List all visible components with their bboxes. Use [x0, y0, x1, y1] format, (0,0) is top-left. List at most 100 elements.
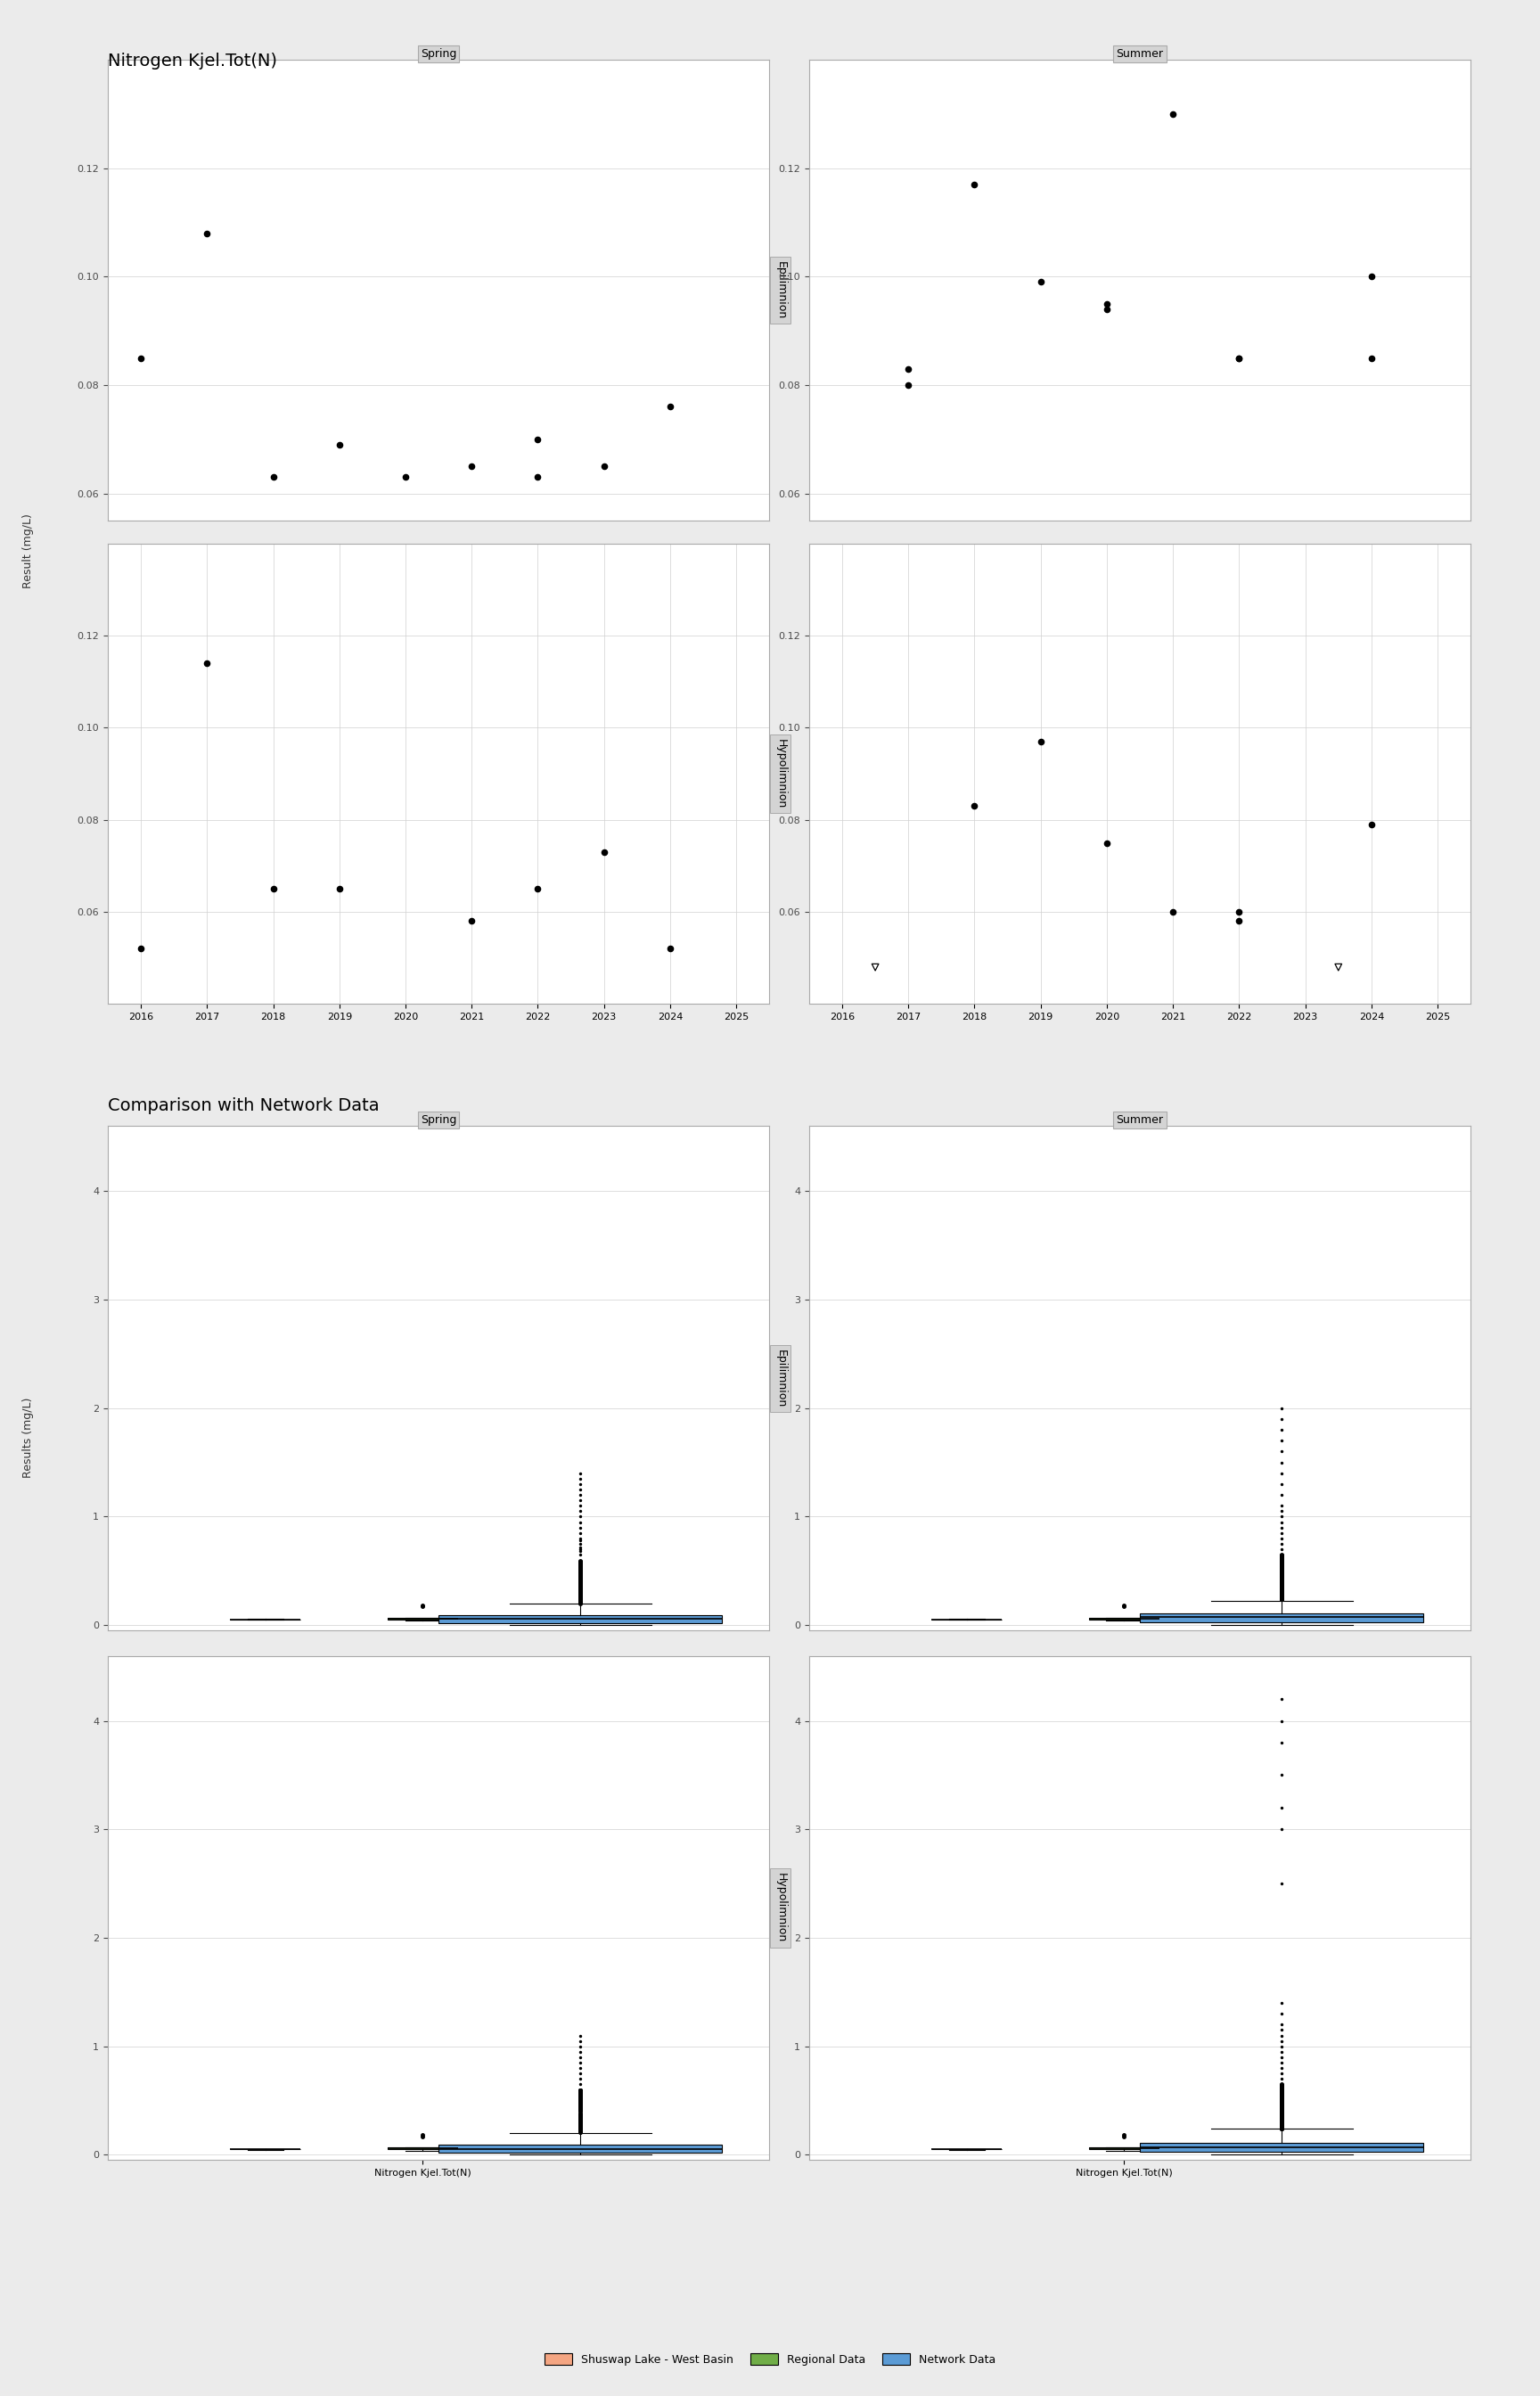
Point [1269, 1498, 1294, 1536]
Point [1269, 1486, 1294, 1524]
Text: Nitrogen Kjel.Tot(N): Nitrogen Kjel.Tot(N) [108, 53, 277, 69]
Point [1360, 256, 1384, 295]
Point [568, 1524, 593, 1562]
Point [568, 2049, 593, 2087]
Point [896, 350, 921, 388]
PathPatch shape [1140, 1613, 1423, 1622]
Point [568, 1459, 593, 1498]
Point [1029, 264, 1053, 302]
Point [1227, 894, 1252, 932]
Title: Summer: Summer [1116, 48, 1164, 60]
Point [568, 2027, 593, 2065]
Point [568, 2022, 593, 2061]
Title: Summer: Summer [1116, 1114, 1164, 1126]
Point [1269, 2017, 1294, 2056]
Point [260, 458, 285, 496]
Point [1269, 1464, 1294, 1502]
Point [1269, 1442, 1294, 1481]
Point [1269, 1476, 1294, 1514]
Point [1227, 901, 1252, 939]
Point [1269, 1390, 1294, 1428]
Point [862, 949, 887, 987]
Point [568, 1536, 593, 1574]
Point [1269, 1399, 1294, 1438]
Point [1227, 338, 1252, 376]
Title: Spring: Spring [420, 48, 456, 60]
Point [591, 834, 616, 872]
Text: Comparison with Network Data: Comparison with Network Data [108, 1097, 379, 1114]
Point [1269, 1524, 1294, 1562]
Point [1269, 2053, 1294, 2092]
Point [459, 448, 484, 486]
Title: Spring: Spring [420, 1114, 456, 1126]
Point [896, 367, 921, 405]
Point [459, 901, 484, 939]
Point [568, 1531, 593, 1569]
Point [1029, 724, 1053, 762]
Point [194, 645, 219, 683]
Text: Epilimnion: Epilimnion [775, 1349, 787, 1406]
Point [1269, 2010, 1294, 2049]
Point [1095, 824, 1120, 863]
Text: Result (mg/L): Result (mg/L) [22, 513, 34, 589]
Point [1269, 2005, 1294, 2044]
Point [1269, 1701, 1294, 1739]
Point [1269, 1454, 1294, 1493]
Point [568, 1454, 593, 1493]
Point [326, 426, 351, 465]
Point [568, 1498, 593, 1536]
Point [1269, 1756, 1294, 1795]
Point [525, 419, 550, 458]
Point [568, 1464, 593, 1502]
Point [568, 1531, 593, 1569]
Point [568, 2032, 593, 2070]
Point [1095, 290, 1120, 328]
Point [1269, 2049, 1294, 2087]
Point [525, 870, 550, 908]
PathPatch shape [439, 1615, 722, 1622]
Point [1269, 1433, 1294, 1471]
Point [326, 870, 351, 908]
Point [568, 1519, 593, 1557]
Point [568, 1493, 593, 1531]
Point [1269, 1514, 1294, 1553]
Point [1269, 1531, 1294, 1569]
Point [1269, 1411, 1294, 1450]
Point [568, 2065, 593, 2104]
Point [1269, 2061, 1294, 2099]
Point [1269, 2039, 1294, 2077]
Point [568, 1471, 593, 1509]
Point [1360, 805, 1384, 843]
Point [1269, 1787, 1294, 1826]
Point [568, 1509, 593, 1548]
Point [1269, 1809, 1294, 1847]
Point [1269, 2032, 1294, 2070]
Point [1360, 338, 1384, 376]
Point [568, 2053, 593, 2092]
Point [568, 2017, 593, 2056]
Point [658, 388, 682, 426]
Point [393, 458, 417, 496]
Point [128, 930, 152, 968]
Point [568, 2039, 593, 2077]
Point [1326, 949, 1351, 987]
Point [591, 448, 616, 486]
Point [568, 1486, 593, 1524]
Point [1161, 96, 1186, 134]
Point [1269, 1723, 1294, 1761]
Point [1269, 1509, 1294, 1548]
Point [194, 213, 219, 252]
Point [962, 786, 987, 824]
Point [1269, 1864, 1294, 1902]
PathPatch shape [1140, 2142, 1423, 2152]
Point [1269, 1680, 1294, 1718]
Point [1269, 1421, 1294, 1459]
Point [568, 1476, 593, 1514]
Point [1269, 1493, 1294, 1531]
Point [568, 2044, 593, 2082]
Point [1269, 2022, 1294, 2061]
Point [568, 1529, 593, 1567]
Point [568, 2061, 593, 2099]
PathPatch shape [439, 2144, 722, 2154]
Point [1227, 338, 1252, 376]
